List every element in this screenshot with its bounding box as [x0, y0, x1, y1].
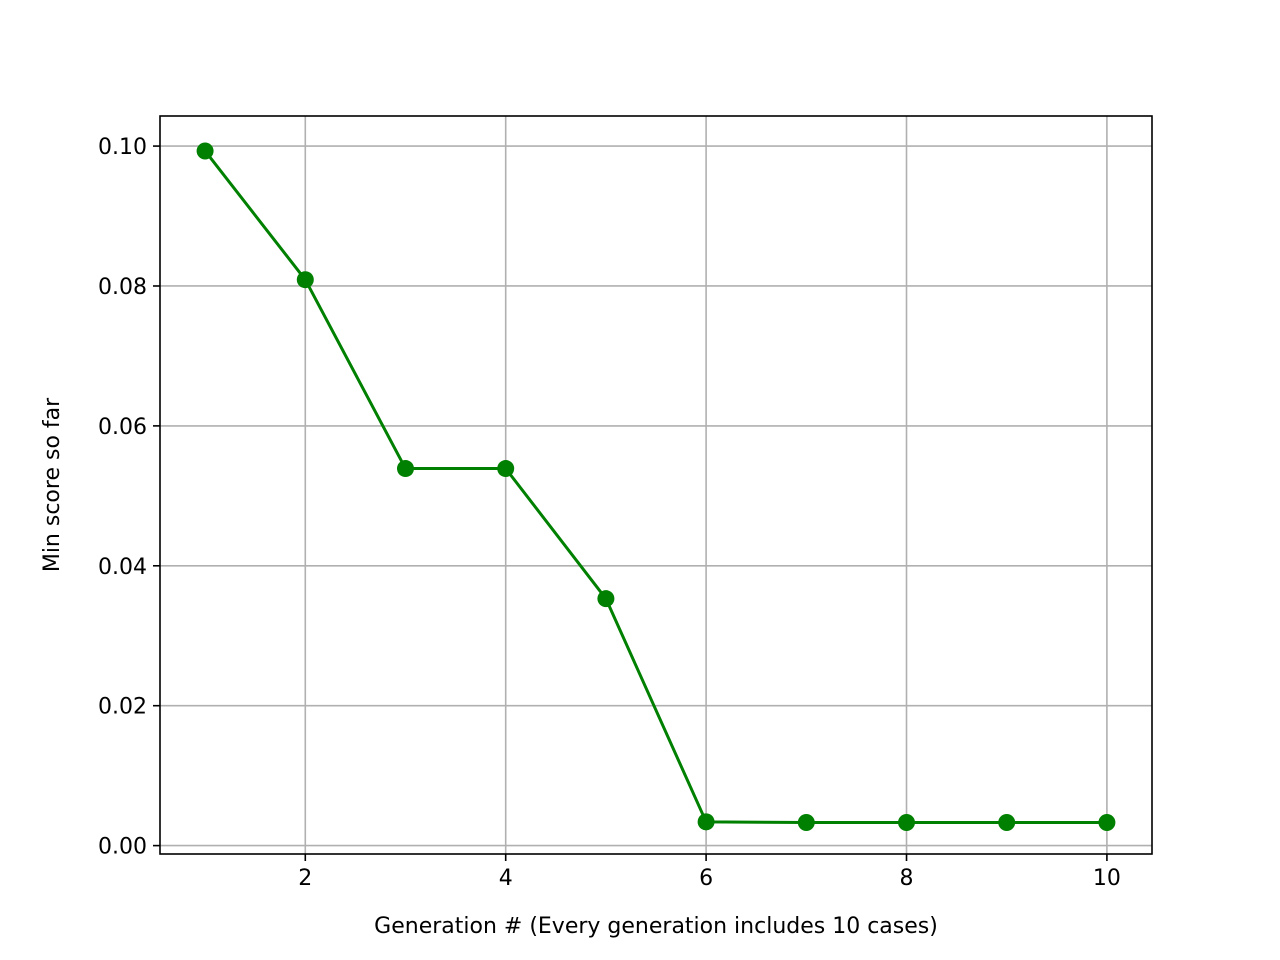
y-axis-ticks: 0.00 0.02 0.04 0.06 0.08 0.10	[98, 135, 160, 860]
series-line	[203, 150, 1107, 825]
x-tick-label: 8	[900, 866, 914, 891]
x-axis-ticks: 2 4 6 8 10	[298, 854, 1121, 891]
plot-frame	[159, 115, 1153, 855]
data-point	[396, 460, 414, 478]
plot-area	[160, 116, 1152, 854]
data-point	[497, 460, 515, 478]
data-point	[898, 814, 916, 832]
y-axis-label: Min score so far	[40, 397, 65, 572]
x-tick-label: 6	[699, 866, 713, 891]
data-point	[797, 814, 815, 832]
y-tick-label: 0.02	[98, 695, 147, 720]
x-tick-label: 10	[1093, 866, 1121, 891]
data-point	[998, 814, 1016, 832]
data-point	[697, 813, 715, 831]
data-point	[196, 142, 214, 160]
series-layer	[196, 142, 1116, 832]
y-tick-label: 0.04	[98, 555, 147, 580]
data-point	[1098, 814, 1116, 832]
y-tick-label: 0.00	[98, 835, 147, 860]
y-tick-label: 0.10	[98, 135, 147, 160]
data-point	[597, 590, 615, 608]
grid-lines	[160, 116, 1152, 854]
data-point	[296, 271, 314, 289]
x-axis-label: Generation # (Every generation includes …	[374, 914, 938, 939]
x-tick-label: 2	[298, 866, 312, 891]
y-tick-label: 0.08	[98, 275, 147, 300]
x-tick-label: 4	[499, 866, 513, 891]
y-tick-label: 0.06	[98, 415, 147, 440]
